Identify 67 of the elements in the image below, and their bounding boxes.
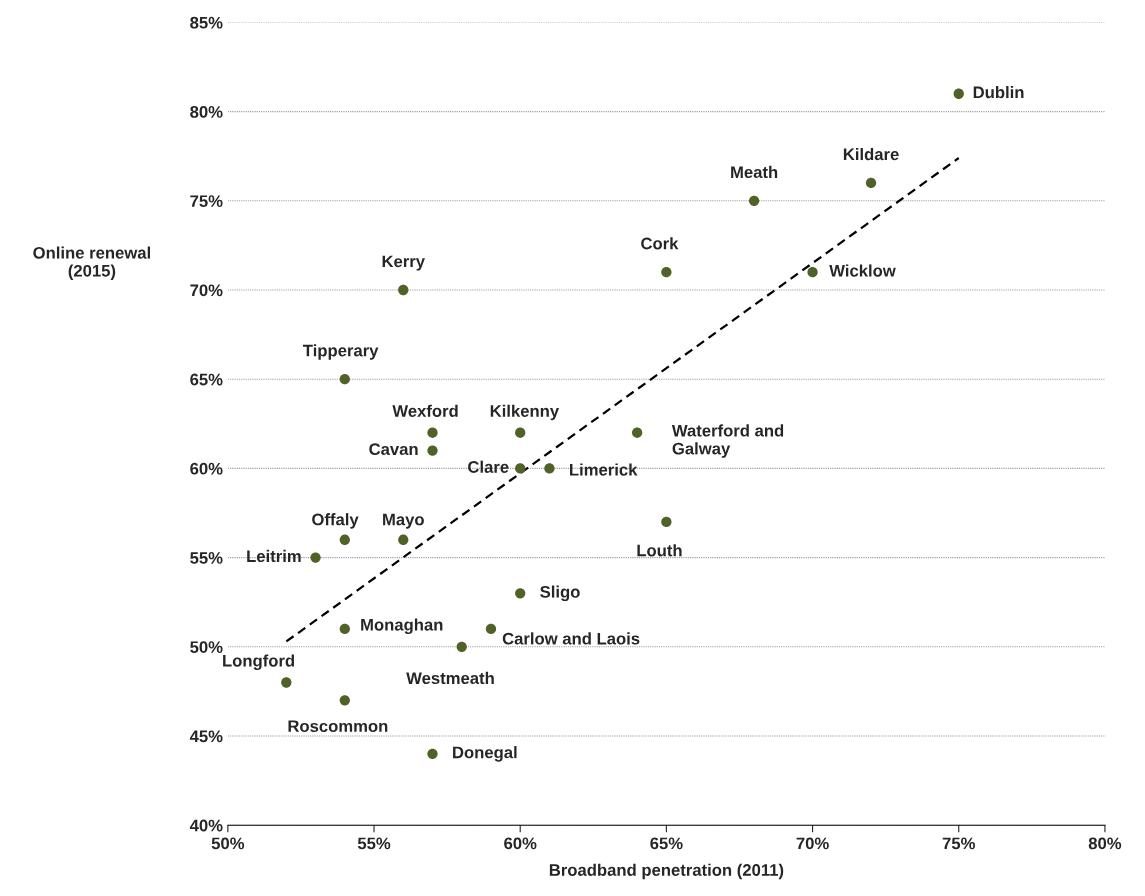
annotation: Monaghan <box>361 618 443 634</box>
x-tick-label: 60% <box>504 837 537 850</box>
point <box>427 427 438 438</box>
annotation: Mayo <box>383 513 424 529</box>
annotation: Cork <box>641 237 679 250</box>
annotation: Sligo <box>540 585 580 602</box>
point <box>515 427 526 438</box>
point <box>748 195 760 206</box>
y-tick-label: 75% <box>190 195 223 208</box>
y-tick-label: 85% <box>190 16 223 29</box>
annotation: Kildare <box>843 147 899 161</box>
point <box>661 267 672 278</box>
annotation: Kerry <box>382 255 425 271</box>
y-tick-label: 45% <box>189 730 223 743</box>
point <box>427 445 438 456</box>
annotation: Kilkenny <box>490 404 560 421</box>
y-tick-label: 70% <box>190 284 223 297</box>
y-tick-label: 60% <box>190 462 223 475</box>
point <box>953 88 964 99</box>
annotation: Roscommon <box>288 720 388 733</box>
point <box>398 534 409 545</box>
annotation: Offaly <box>312 513 359 529</box>
point <box>339 534 350 545</box>
annotation: Longford <box>223 654 295 670</box>
annotation: Cavan <box>369 443 418 456</box>
annotation: Waterford and Galway <box>671 424 784 458</box>
annotation: Carlow and Laois <box>502 632 640 645</box>
y-tick-label: 65% <box>190 373 223 386</box>
annotation: Wexford <box>392 404 458 417</box>
point <box>661 516 672 528</box>
point <box>485 623 497 635</box>
x-tick-label: 65% <box>650 837 683 850</box>
annotation: Donegal <box>453 746 517 762</box>
annotation: Clare <box>468 460 509 473</box>
x-tick-label: 80% <box>1088 837 1122 850</box>
annotation: Leitrim <box>247 549 301 563</box>
point <box>398 284 409 296</box>
point <box>865 177 877 189</box>
annotation: Louth <box>637 544 682 557</box>
annotation: Dublin <box>973 85 1024 99</box>
point <box>544 463 555 474</box>
point <box>632 427 643 438</box>
point <box>310 552 321 563</box>
y-tick-label: 80% <box>190 106 223 118</box>
point <box>515 463 526 474</box>
y-tick-label: 55% <box>190 552 223 564</box>
y-tick-label: 50% <box>190 641 223 654</box>
x-tick-label: 50% <box>211 837 245 850</box>
x-tick-label: 55% <box>357 837 391 850</box>
point <box>515 588 526 599</box>
point <box>427 748 438 759</box>
annotation: Tipperary <box>302 344 379 360</box>
point <box>281 677 292 688</box>
x-axis-title: Broadband penetration (2011) <box>549 863 784 880</box>
x-tick-label: 70% <box>796 837 829 850</box>
annotation: Westmeath <box>406 671 494 685</box>
point <box>807 267 818 278</box>
point <box>339 374 350 385</box>
point <box>339 623 350 635</box>
x-tick-label: 75% <box>942 837 975 850</box>
y-axis-title: Online renewal (2015) <box>33 246 151 280</box>
annotation: Limerick <box>570 463 638 476</box>
annotation: Meath <box>731 165 778 179</box>
point <box>456 641 467 652</box>
y-tick-label: 40% <box>189 819 223 832</box>
point <box>339 695 350 706</box>
annotation: Wicklow <box>829 264 896 277</box>
